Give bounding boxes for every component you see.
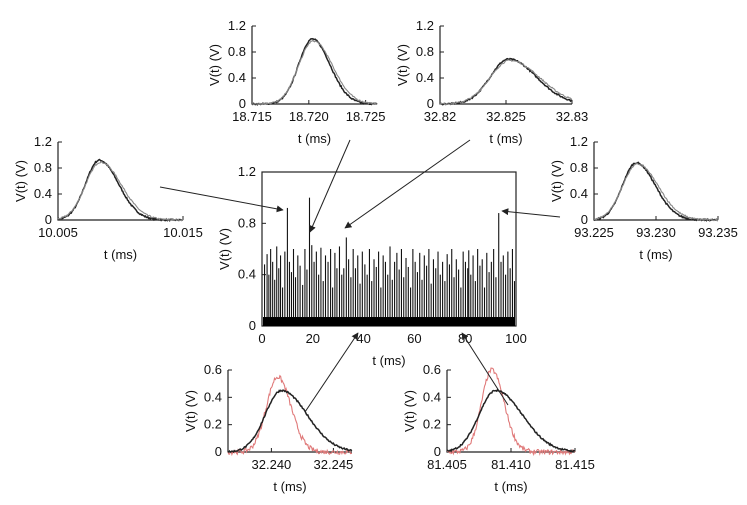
series-line — [57, 158, 184, 223]
arrow-to-32a — [304, 332, 359, 413]
arrow-to-32b — [344, 139, 471, 229]
y-axis-label: V(t) (V) — [217, 228, 232, 270]
y-tick-label: 0.6 — [423, 362, 441, 377]
baseline-noise — [263, 317, 515, 326]
y-tick-label: 0.4 — [34, 186, 52, 201]
x-tick-label: 32.245 — [314, 457, 354, 472]
axis-lines — [593, 142, 718, 221]
y-tick-label: 0.8 — [416, 44, 434, 59]
y-tick-label: 0 — [239, 96, 246, 111]
x-tick-label: 81.405 — [427, 457, 467, 472]
series-line — [446, 388, 576, 453]
pointer-arrows — [159, 139, 561, 413]
series-line — [227, 389, 353, 454]
y-tick-label: 0.4 — [416, 70, 434, 85]
axis-lines — [57, 142, 183, 221]
y-tick-label: 0.4 — [228, 70, 246, 85]
x-tick-label: 32.82 — [424, 109, 457, 124]
x-axis-label: t (ms) — [494, 479, 527, 494]
x-tick-label: 81.415 — [555, 457, 595, 472]
y-axis-label: V(t) (V) — [395, 44, 410, 86]
x-axis-label: t (ms) — [298, 131, 331, 146]
y-tick-label: 1.2 — [34, 134, 52, 149]
x-axis-label: t (ms) — [639, 247, 672, 262]
y-tick-label: 0.8 — [238, 215, 256, 230]
x-tick-label: 60 — [407, 331, 421, 346]
x-tick-label: 0 — [258, 331, 265, 346]
series-line — [251, 37, 378, 106]
panel-inset-81: 0 0.2 0.4 0.6 81.405 81.410 81.415 t (ms) V(t) (… — [402, 362, 595, 494]
plots-layer: 00.40.81.2020406080100t (ms)V(t) (V)00.4… — [13, 18, 738, 494]
panel-inset-10: 0 0.4 0.8 1.2 10.005 10.015 t (ms) V(t) (V) — [13, 134, 203, 262]
x-axis-label: t (ms) — [372, 353, 405, 368]
arrow-to-81 — [461, 332, 509, 406]
panel-inset-93: 0 0.4 0.8 1.2 93.225 93.230 93.235 t (ms) V(t) (… — [549, 134, 738, 262]
y-tick-label: 0.6 — [204, 362, 222, 377]
y-tick-label: 1.2 — [570, 134, 588, 149]
y-axis-label: V(t) (V) — [549, 160, 564, 202]
x-tick-label: 20 — [306, 331, 320, 346]
x-tick-label: 81.410 — [491, 457, 531, 472]
y-tick-label: 0.8 — [570, 160, 588, 175]
y-tick-label: 0.2 — [204, 417, 222, 432]
y-tick-label: 0 — [434, 444, 441, 459]
x-axis-label: t (ms) — [489, 131, 522, 146]
y-tick-label: 0.8 — [34, 160, 52, 175]
y-tick-label: 0 — [215, 444, 222, 459]
y-axis-label: V(t) (V) — [402, 390, 417, 432]
y-tick-label: 0.4 — [423, 389, 441, 404]
x-tick-label: 32.825 — [486, 109, 526, 124]
y-tick-label: 0.2 — [423, 417, 441, 432]
x-tick-label: 18.720 — [289, 109, 329, 124]
x-tick-label: 32.240 — [252, 457, 292, 472]
y-axis-label: V(t) (V) — [207, 44, 222, 86]
series-line — [439, 59, 573, 106]
panel-inset-32a: 0 0.2 0.4 0.6 32.240 32.245 t (ms) V(t) (V) — [183, 362, 353, 494]
series-line — [57, 160, 184, 222]
x-tick-label: 32.83 — [556, 109, 589, 124]
y-tick-label: 0.4 — [238, 267, 256, 282]
series-line — [593, 162, 719, 222]
y-tick-label: 0 — [45, 212, 52, 227]
series-line — [447, 367, 576, 457]
y-tick-label: 0 — [427, 96, 434, 111]
arrow-to-18 — [309, 139, 351, 233]
y-tick-label: 0 — [249, 318, 256, 333]
x-tick-label: 40 — [356, 331, 370, 346]
x-axis-label: t (ms) — [104, 247, 137, 262]
x-tick-label: 93.225 — [574, 225, 614, 240]
axis-lines — [251, 26, 377, 105]
series-line — [593, 161, 719, 222]
y-axis-label: V(t) (V) — [13, 160, 28, 202]
y-tick-label: 0.4 — [570, 186, 588, 201]
y-tick-label: 1.2 — [416, 18, 434, 33]
x-tick-label: 10.015 — [163, 225, 203, 240]
y-tick-label: 1.2 — [238, 164, 256, 179]
panel-inset-32b: 0 0.4 0.8 1.2 32.82 32.825 32.83 t (ms) V(t) (V) — [395, 18, 588, 146]
y-tick-label: 0.8 — [228, 44, 246, 59]
x-axis-label: t (ms) — [273, 479, 306, 494]
series-line — [227, 374, 352, 457]
arrow-to-10 — [159, 186, 284, 213]
series-line — [439, 57, 573, 106]
x-tick-label: 18.715 — [232, 109, 272, 124]
x-tick-label: 10.005 — [38, 225, 78, 240]
y-tick-label: 1.2 — [228, 18, 246, 33]
y-tick-label: 0 — [581, 212, 588, 227]
y-axis-label: V(t) (V) — [183, 390, 198, 432]
series-line — [251, 39, 378, 105]
x-tick-label: 100 — [505, 331, 527, 346]
x-tick-label: 93.230 — [636, 225, 676, 240]
x-tick-label: 93.235 — [698, 225, 738, 240]
panel-inset-18: 0 0.4 0.8 1.2 18.715 18.720 18.725 t (ms) V(t) (… — [207, 18, 386, 146]
x-tick-label: 18.725 — [346, 109, 386, 124]
axis-lines — [227, 370, 352, 453]
y-tick-label: 0.4 — [204, 389, 222, 404]
arrow-to-93 — [501, 208, 561, 218]
panel-main: 00.40.81.2020406080100t (ms)V(t) (V) — [217, 164, 527, 368]
